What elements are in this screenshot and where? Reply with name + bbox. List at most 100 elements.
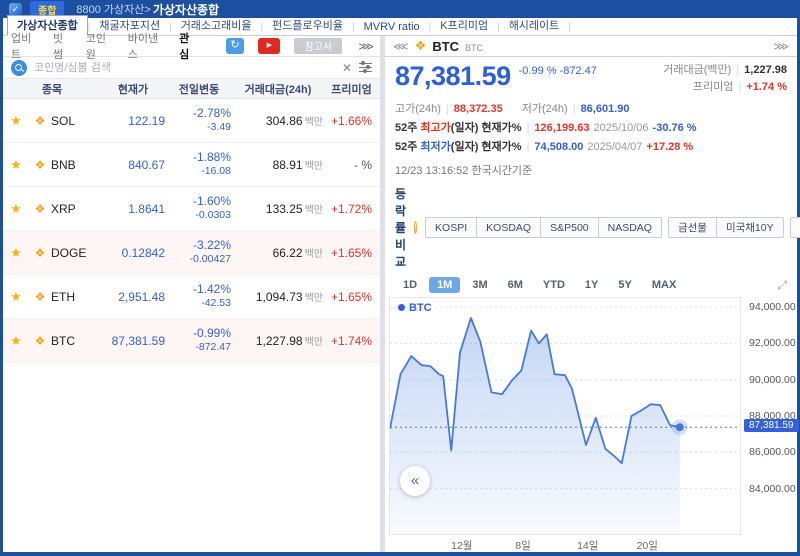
exchange-tab-3[interactable]: 코인원 [85,33,106,61]
favorite-star-icon[interactable]: ★ [10,200,22,216]
exchange-tab-4[interactable]: 바이낸스 [127,33,159,61]
week52-low-date: 2025/04/07 [587,141,643,153]
coin-volume-value: 1,227.98 [255,334,303,348]
price-change: -0.99 % -872.47 [519,62,597,79]
compare-button-금선물[interactable]: 금선물 [667,217,717,238]
menu-tab-3[interactable]: 거래소고래비율 [180,20,252,32]
panel-splitter[interactable] [380,36,385,552]
coin-change-abs: -16.08 [201,165,231,178]
coin-row-doge[interactable]: ★ ❖ DOGE 0.12842 -3.22% -0.00427 66.22 백만 +1.65% [3,231,380,275]
exchange-tab-1[interactable]: 업비트 [11,33,32,61]
coin-row-eth[interactable]: ★ ❖ ETH 2,951.48 -1.42% -42.53 1,094.73 백만 +1.65… [3,275,380,319]
y-axis-label: 86,000.00 [749,446,796,459]
coin-row-bnb[interactable]: ★ ❖ BNB 840.67 -1.88% -16.08 88.91 백만 - % [3,143,380,187]
menu-tab-1[interactable]: 가상자산종합 [7,15,88,36]
reference-button[interactable]: 참고사항 [294,38,343,68]
range-button-ytd[interactable]: YTD [535,277,573,293]
coin-volume-value: 88.91 [272,158,303,172]
coin-premium: +1.65% [330,289,372,304]
volume-label: 거래대금(백만) [663,64,732,76]
menu-tab-2[interactable]: 채굴자포지션 [99,20,161,32]
col-premium: 프리미엄 [331,83,372,96]
favorite-star-icon[interactable]: ★ [10,156,22,172]
premium-value: +1.74 % [746,80,787,93]
filter-settings-icon[interactable] [359,60,372,74]
favorite-star-icon[interactable]: ★ [10,244,22,260]
week52-low-value: 74,508.00 [534,141,584,153]
coin-change-pct: -3.22% [192,238,231,253]
compare-button-kosdaq[interactable]: KOSDAQ [476,217,542,238]
menu-tab-separator: | [497,22,500,33]
exchange-tab-2[interactable]: 빗썸 [53,33,64,61]
chart-back-button[interactable]: « [400,466,430,496]
menu-tab-separator: | [260,22,264,33]
coin-volume: 88.91 백만 [233,157,323,172]
coin-volume-unit: 백만 [304,249,323,260]
more-icon[interactable]: ⋙ [358,40,375,53]
menu-tab-5[interactable]: MVRV ratio [363,21,420,33]
collapse-left-icon[interactable]: ⋘ [393,40,409,53]
youtube-button[interactable]: ▶ [258,38,281,54]
chart-x-axis: 12월 8일 14일 20일 [390,535,742,552]
menu-tab-bar: 가상자산종합 | 채굴자포지션 | 거래소고래비율 | 펀드플로우비율 | MVRV ratio… [3,15,797,36]
coin-symbol: DOGE [51,245,87,260]
favorite-star-icon[interactable]: ★ [10,288,22,304]
range-button-1y[interactable]: 1Y [577,277,606,293]
coin-premium: - % [354,157,372,172]
range-button-1m[interactable]: 1M [429,277,461,293]
coin-change-pct: -1.88% [192,150,231,165]
coin-row-btc[interactable]: ★ ❖ BTC 87,381.59 -0.99% -872.47 1,227.98 백만 +1.… [3,319,380,363]
screen-code: 8800 가상자산> [76,4,151,16]
compare-button-달러원[interactable]: 달러원 [789,217,800,238]
coin-symbol: SOL [51,113,76,128]
menu-tab-4[interactable]: 펀드플로우비율 [272,20,343,32]
chart-svg[interactable] [390,298,740,534]
menu-tab-separator: | [428,22,432,33]
range-button-max[interactable]: MAX [644,277,684,293]
info-icon[interactable]: ! [414,221,418,234]
fullscreen-icon[interactable]: ⤢ [777,277,787,292]
menu-tab-6[interactable]: K프리미엄 [440,20,489,32]
favorite-star-icon[interactable]: ★ [10,332,22,348]
coin-icon: ❖ [34,333,46,348]
chart-section: BTC « 84,000.00 86,000.00 88,000.00 90,000.… [385,297,799,535]
coin-icon: ❖ [34,113,46,128]
range-button-6m[interactable]: 6M [500,277,531,293]
compare-button-미국채10y[interactable]: 미국채10Y [715,217,784,238]
menu-tab-7[interactable]: 해시레이트 [508,20,560,32]
coin-icon: ❖ [34,289,46,304]
coin-volume-unit: 백만 [304,293,323,304]
price-chart[interactable]: BTC « [389,297,741,535]
last-price-dot [675,423,684,432]
refresh-button[interactable]: ↻ [225,38,245,54]
collapse-right-icon[interactable]: ⋙ [773,40,789,53]
detail-symbol: BTC [432,38,460,54]
btc-coin-icon: ❖ [414,38,427,53]
coin-change: -1.60% -0.0303 [165,194,233,222]
compare-button-kospi[interactable]: KOSPI [425,217,478,238]
volume-value: 1,227.98 [744,64,787,76]
favorite-star-icon[interactable]: ★ [10,112,22,128]
coin-volume-unit: 백만 [304,337,323,348]
coin-row-xrp[interactable]: ★ ❖ XRP 1.8641 -1.60% -0.0303 133.25 백만 +1.72% [3,187,380,231]
coin-row-sol[interactable]: ★ ❖ SOL 122.19 -2.78% -3.49 304.86 백만 +1.66% [3,99,380,143]
compare-button-nasdaq[interactable]: NASDAQ [597,217,662,238]
coin-volume: 133.25 백만 [233,201,323,216]
week52-high-value: 126,199.63 [534,122,590,134]
clear-search-icon[interactable]: ✕ [341,60,352,75]
col-volume: 거래대금(24h) [244,83,312,96]
range-selector-row: 1D 1M 3M 6M YTD 1Y 5Y MAX ⤢ [385,270,797,297]
range-button-1d[interactable]: 1D [395,277,425,293]
range-button-3m[interactable]: 3M [464,277,495,293]
search-input[interactable] [34,61,335,74]
quote-section: 87,381.59 -0.99 % -872.47 거래대금(백만) | 1,227… [385,57,797,178]
screen-category-badge[interactable]: 종합 [30,0,65,18]
coin-change-abs: -0.0303 [195,209,231,222]
exchange-tab-5[interactable]: 관심 [179,33,190,61]
range-button-5y[interactable]: 5Y [610,277,639,293]
coin-change-abs: -872.47 [195,341,231,354]
week52-high-pct: -30.76 % [652,122,697,134]
coin-change-pct: -1.42% [192,282,231,297]
compare-button-s&p500[interactable]: S&P500 [540,217,599,238]
